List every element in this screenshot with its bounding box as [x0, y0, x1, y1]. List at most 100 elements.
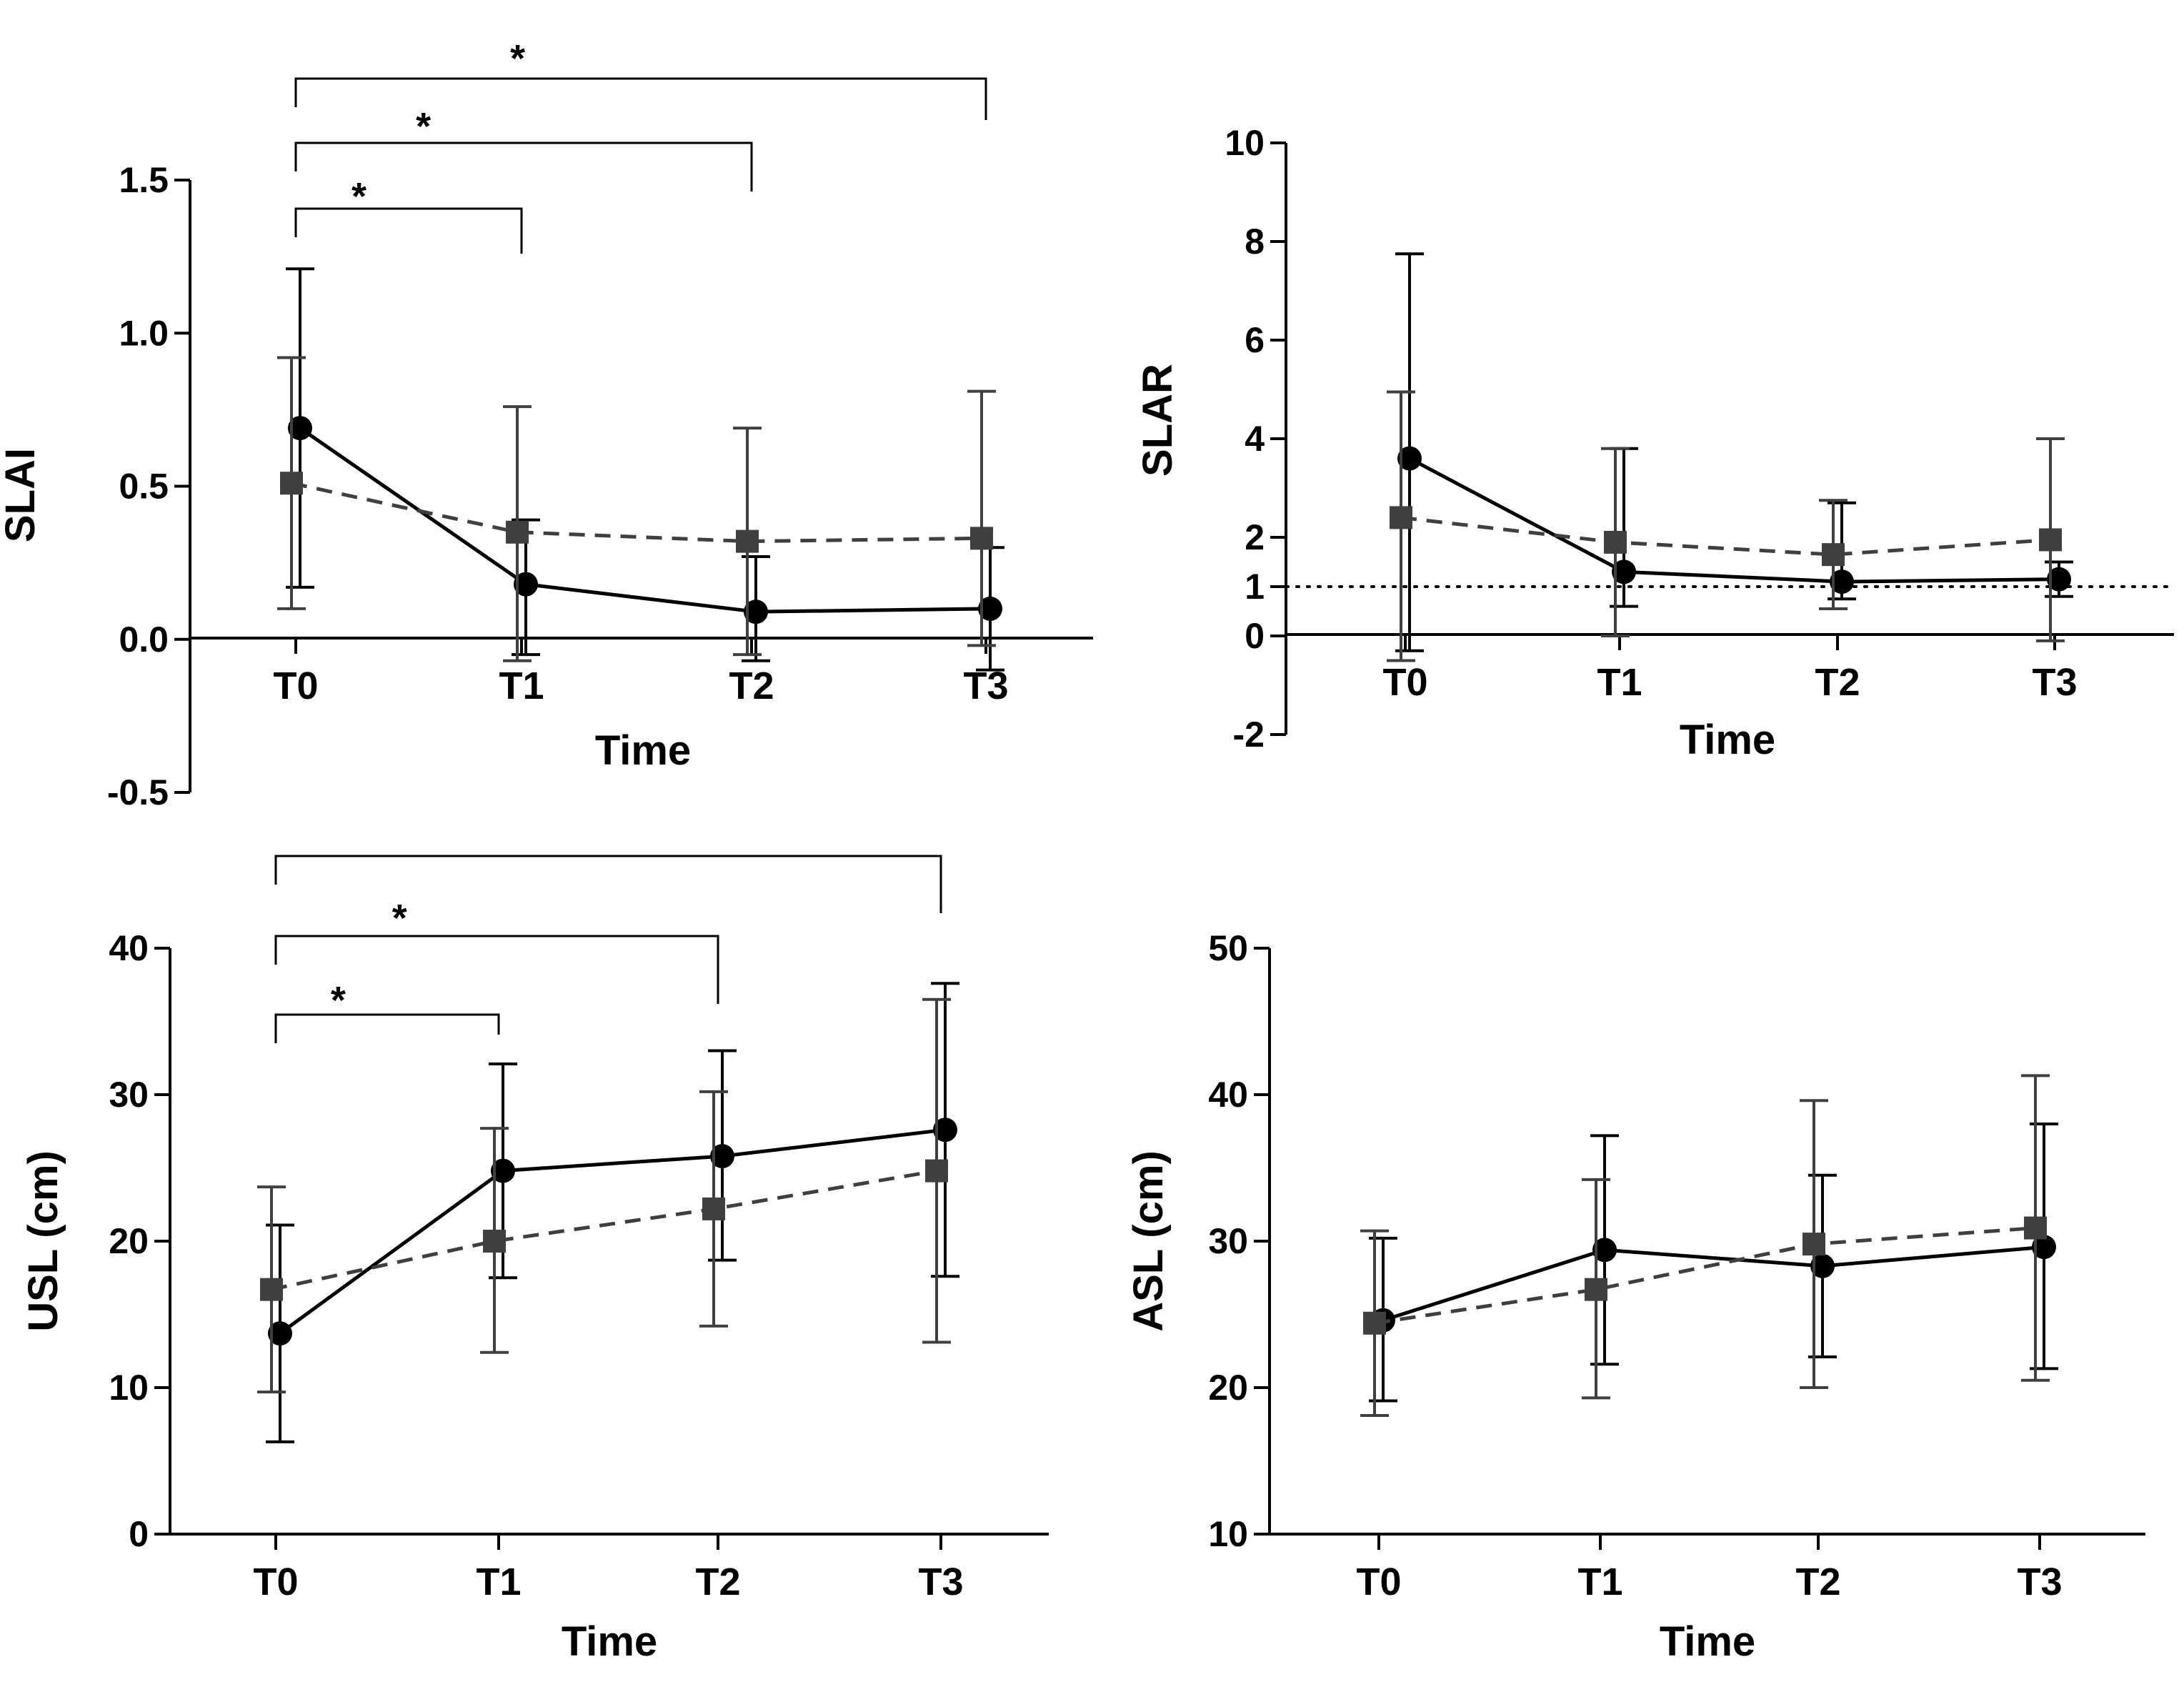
data-point-circle: [978, 596, 1002, 621]
significance-bracket: [274, 935, 719, 1004]
significance-marker: *: [331, 979, 346, 1022]
significance-bracket: [294, 141, 753, 191]
x-tick-label: T2: [695, 1561, 740, 1603]
x-tick-label: T3: [963, 665, 1008, 707]
data-point-square: [1585, 1278, 1607, 1301]
x-tick-label: T1: [1577, 1561, 1622, 1603]
y-axis-title: SLAI: [0, 448, 44, 542]
y-axis-title: ASL (cm): [1125, 1150, 1172, 1332]
x-tick-label: T2: [729, 665, 774, 707]
data-point-square: [506, 520, 529, 544]
series-solid-circle: [1395, 252, 2073, 652]
data-point-circle: [1397, 446, 1422, 471]
data-point-circle: [1612, 559, 1636, 584]
y-tick-label: 0.0: [119, 619, 169, 660]
data-point-circle: [2047, 567, 2071, 592]
data-point-square: [483, 1230, 506, 1253]
series-line: [1408, 457, 2060, 584]
y-axis-title: USL (cm): [20, 1150, 66, 1332]
data-point-circle: [933, 1118, 957, 1143]
series-dashed-square: [257, 997, 951, 1394]
y-tick-label: -2: [1233, 715, 1265, 755]
series-dashed-square: [277, 356, 996, 662]
x-tick-label: T1: [476, 1561, 521, 1603]
data-point-square: [1390, 506, 1412, 529]
y-tick-label: 1.0: [119, 313, 169, 353]
series-solid-circle: [286, 267, 1004, 672]
x-tick-label: T1: [499, 665, 544, 707]
y-tick-label: 8: [1245, 222, 1265, 262]
x-tick-label: T0: [273, 665, 318, 707]
y-axis-title: SLAR: [1135, 364, 1181, 477]
series-line: [271, 1169, 937, 1292]
series-solid-circle: [266, 982, 959, 1443]
y-tick-label: 10: [109, 1368, 149, 1408]
y-tick-label: 10: [1225, 123, 1265, 163]
y-tick-label: 4: [1245, 419, 1265, 459]
y-tick-label: 20: [1208, 1368, 1248, 1408]
y-tick-label: 20: [109, 1221, 149, 1261]
significance-marker: *: [392, 897, 407, 940]
data-point-circle: [1830, 569, 1854, 594]
data-point-square: [1802, 1233, 1825, 1256]
significance-marker: *: [416, 105, 431, 148]
chart-panel-bottom-left: 0 10 20 30 40 T0 T1 T2 T3 Time USL (cm) * *: [20, 855, 1049, 1665]
series-line: [291, 481, 982, 544]
x-tick-label: T0: [1356, 1561, 1401, 1603]
x-tick-label: T3: [2032, 661, 2077, 704]
x-tick-label: T0: [253, 1561, 298, 1603]
y-tick-label: 2: [1245, 517, 1265, 557]
data-point-square: [702, 1197, 725, 1220]
data-point-circle: [268, 1321, 292, 1346]
data-point-circle: [288, 416, 312, 441]
data-point-circle: [1810, 1253, 1835, 1278]
series-line: [279, 1128, 946, 1335]
y-tick-label: 30: [1208, 1221, 1248, 1261]
x-axis-title: Time: [562, 1618, 657, 1665]
x-tick-label: T2: [1795, 1561, 1840, 1603]
significance-bracket: [294, 77, 987, 120]
y-tick-label: 1: [1245, 567, 1265, 607]
series-dashed-square: [1387, 390, 2065, 662]
data-point-square: [260, 1278, 283, 1301]
data-point-square: [2024, 1216, 2047, 1240]
y-tick-label: 40: [109, 928, 149, 968]
series-line: [1382, 1245, 2045, 1323]
series-dashed-square: [1360, 1074, 2050, 1417]
data-point-square: [1822, 543, 1845, 567]
data-point-circle: [710, 1144, 734, 1169]
y-tick-label: 0.5: [119, 467, 169, 507]
data-point-circle: [744, 599, 768, 624]
data-point-square: [1363, 1311, 1386, 1335]
y-tick-label: 0: [129, 1514, 149, 1554]
series-line: [299, 427, 991, 614]
chart-panel-top-right: -2 0 1 2 4 6 8 10 T0 T1 T2 T3 Time SLAR: [1135, 123, 2175, 763]
x-tick-label: T3: [918, 1561, 963, 1603]
significance-bracket: [274, 855, 942, 913]
data-point-circle: [491, 1158, 515, 1183]
chart-panel-top-left: -0.5 0.0 0.5 1.0 1.5 T0 T1 T2 T3 Time SLAI * * *: [0, 37, 1093, 812]
significance-marker: *: [351, 175, 367, 218]
x-tick-label: T3: [2017, 1561, 2062, 1603]
significance-bracket: [274, 1013, 500, 1043]
data-point-circle: [514, 572, 538, 597]
x-axis-title: Time: [1660, 1618, 1755, 1665]
data-point-square: [2039, 528, 2062, 552]
data-point-square: [1604, 530, 1627, 554]
y-tick-label: 6: [1245, 320, 1265, 360]
x-tick-label: T0: [1382, 661, 1427, 704]
data-point-square: [280, 472, 303, 495]
data-point-square: [736, 529, 759, 553]
chart-panel-bottom-right: 10 20 30 40 50 T0 T1 T2 T3 Time ASL (cm): [1125, 928, 2145, 1665]
y-tick-label: 0: [1245, 616, 1265, 656]
y-tick-label: -0.5: [107, 772, 169, 812]
y-tick-label: 1.5: [119, 160, 169, 200]
data-point-circle: [1592, 1238, 1617, 1263]
data-point-square: [925, 1159, 948, 1183]
x-tick-label: T1: [1597, 661, 1642, 704]
series-solid-circle: [1369, 1123, 2058, 1403]
series-line: [1374, 1226, 2036, 1325]
data-point-square: [970, 527, 993, 550]
data-point-circle: [2032, 1235, 2056, 1260]
